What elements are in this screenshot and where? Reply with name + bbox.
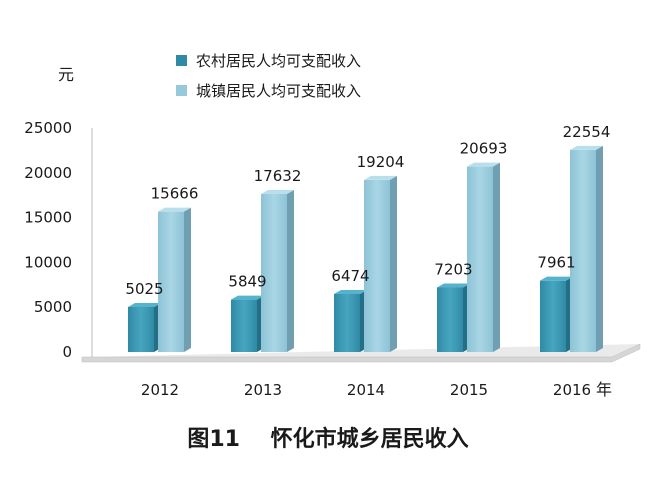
bars — [128, 145, 603, 352]
x-tick-labels: 2012 2013 2014 2015 2016 — [141, 381, 591, 399]
data-label-urban-2013: 17632 — [254, 167, 302, 185]
legend-swatch-urban — [176, 85, 187, 96]
legend-label-urban: 城镇居民人均可支配收入 — [196, 82, 361, 100]
data-label-urban-2012: 15666 — [151, 185, 199, 203]
y-tick-label: 0 — [62, 343, 72, 361]
x-tick-label: 2013 — [244, 381, 282, 399]
bar-urban-2013 — [261, 190, 294, 352]
y-tick-label: 10000 — [24, 253, 72, 271]
floor-base — [81, 343, 641, 363]
data-label-rural-2012: 5025 — [125, 280, 163, 298]
y-axis-unit: 元 — [58, 65, 74, 84]
data-label-urban-2015: 20693 — [460, 140, 508, 158]
bar-rural-2015 — [437, 283, 470, 352]
data-label-rural-2014: 6474 — [331, 267, 369, 285]
x-tick-label: 2012 — [141, 381, 179, 399]
x-axis-unit: 年 — [596, 380, 612, 399]
data-label-rural-2013: 5849 — [228, 273, 266, 291]
bar-rural-2016 — [540, 276, 573, 352]
data-label-urban-2014: 19204 — [357, 153, 405, 171]
data-label-urban-2016: 22554 — [563, 123, 611, 141]
bar-rural-2013 — [231, 295, 264, 352]
bar-urban-2016 — [570, 145, 603, 352]
x-tick-label: 2014 — [347, 381, 385, 399]
chart-title: 图11 怀化市城乡居民收入 — [187, 426, 468, 452]
legend-item-rural: 农村居民人均可支配收入 — [176, 52, 361, 70]
data-label-rural-2016: 7961 — [537, 254, 575, 272]
bar-rural-2012 — [128, 302, 161, 352]
y-tick-label: 25000 — [24, 119, 72, 137]
data-labels: 5025 15666 5849 17632 6474 19204 7203 20693 7961… — [125, 123, 610, 298]
x-tick-label: 2015 — [450, 381, 488, 399]
legend: 农村居民人均可支配收入 城镇居民人均可支配收入 — [176, 52, 361, 100]
data-label-rural-2015: 7203 — [434, 260, 472, 278]
bar-rural-2014 — [334, 289, 367, 352]
legend-label-rural: 农村居民人均可支配收入 — [196, 52, 361, 70]
y-tick-label: 20000 — [24, 164, 72, 182]
y-tick-labels: 0 5000 10000 15000 20000 25000 — [24, 119, 72, 361]
x-tick-label: 2016 — [553, 381, 591, 399]
legend-item-urban: 城镇居民人均可支配收入 — [176, 82, 361, 100]
y-tick-label: 5000 — [34, 298, 72, 316]
bar-urban-2015 — [467, 162, 500, 352]
legend-swatch-rural — [176, 55, 187, 66]
bar-urban-2012 — [158, 207, 191, 352]
bar-urban-2014 — [364, 175, 397, 352]
y-tick-label: 15000 — [24, 209, 72, 227]
